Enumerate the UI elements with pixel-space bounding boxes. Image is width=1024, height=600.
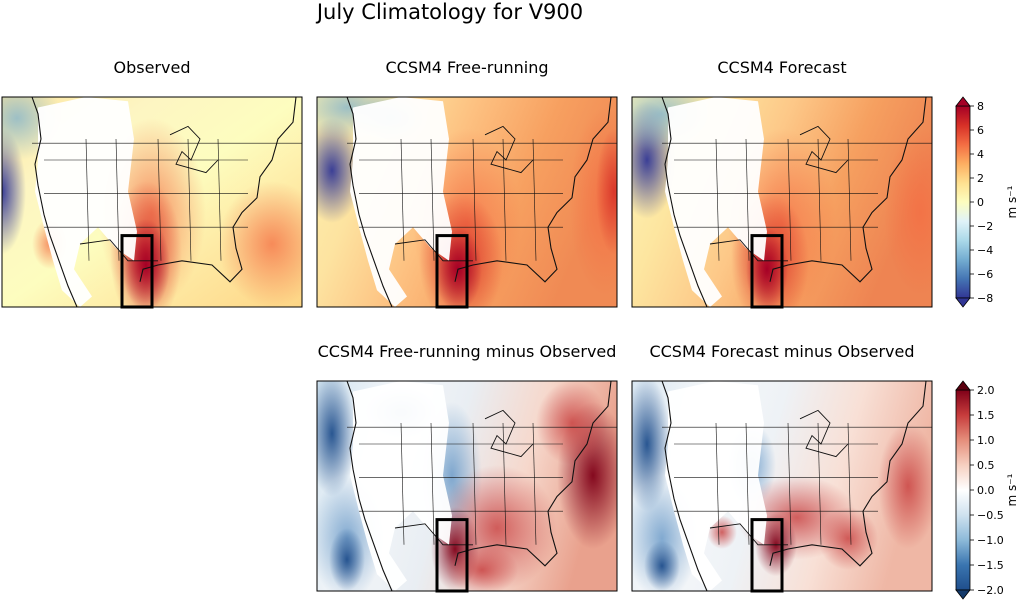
masked-terrain xyxy=(665,97,767,307)
colorbar-max-arrow xyxy=(955,96,971,107)
masked-terrain xyxy=(665,381,767,591)
map-frame xyxy=(631,380,933,592)
colorbar-tick-label: 6 xyxy=(977,124,984,137)
colorbar-tick-label: 0 xyxy=(977,196,984,209)
colorbar-tick-label: 2 xyxy=(977,172,984,185)
panel-title-forecast: CCSM4 Forecast xyxy=(717,58,847,77)
map-panel-free_diff xyxy=(316,380,618,593)
colorbar-units-label: m s⁻¹ xyxy=(1005,473,1019,506)
panel-title-observed: Observed xyxy=(113,58,191,77)
colorbar-tick-label: 0.5 xyxy=(977,459,995,472)
colorbar-diff: 2.0 1.5 1.0 0.5 0.0 −0.5 −1.0 −1.5 −2.0 m s⁻¹ xyxy=(955,380,1019,600)
map-panel-fcst xyxy=(631,96,933,309)
colorbar-scale xyxy=(955,389,971,591)
colorbar-tick-label: 8 xyxy=(977,100,984,113)
panel-title-forecast-minus-observed: CCSM4 Forecast minus Observed xyxy=(649,342,915,361)
colorbar-min-arrow xyxy=(955,297,971,308)
colorbar-tick-label: 1.5 xyxy=(977,409,995,422)
colorbar-max-arrow xyxy=(955,380,971,391)
map-frame xyxy=(316,380,618,592)
colorbar-tick-label: −8 xyxy=(977,292,993,305)
map-frame xyxy=(631,96,933,308)
colorbar-scale xyxy=(955,105,971,299)
colorbar-tick-label: 2.0 xyxy=(977,384,995,397)
colorbar-tick-label: 4 xyxy=(977,148,984,161)
colorbar-clim: 8 6 4 2 0 −2 −4 −6 −8 m s⁻¹ xyxy=(955,96,1019,308)
masked-terrain xyxy=(35,97,137,307)
panel-title-free-running: CCSM4 Free-running xyxy=(385,58,549,77)
map-frame xyxy=(1,96,303,308)
map-boundaries xyxy=(661,97,932,307)
colorbar-tick-label: −1.0 xyxy=(977,534,1004,547)
colorbar-tick-label: 0.0 xyxy=(977,484,995,497)
colorbar-tick-label: −2.0 xyxy=(977,584,1004,597)
colorbar-tick-label: −1.5 xyxy=(977,559,1004,572)
colorbar-tick-label: −6 xyxy=(977,268,993,281)
colorbar-tick-label: −0.5 xyxy=(977,509,1004,522)
map-boundaries xyxy=(31,97,302,307)
panel-title-free-minus-observed: CCSM4 Free-running minus Observed xyxy=(317,342,617,361)
map-boundaries xyxy=(346,97,617,307)
figure-title: July Climatology for V900 xyxy=(316,0,584,24)
colorbar-tick-label: 1.0 xyxy=(977,434,995,447)
map-panel-obs xyxy=(1,96,303,309)
colorbar-units-label: m s⁻¹ xyxy=(1005,185,1019,218)
colorbar-tick-label: −2 xyxy=(977,220,993,233)
map-frame xyxy=(316,96,618,308)
masked-terrain xyxy=(350,97,452,307)
colorbar-min-arrow xyxy=(955,589,971,600)
colorbar-tick-label: −4 xyxy=(977,244,993,257)
map-boundaries xyxy=(661,381,932,591)
map-panel-fcst_diff xyxy=(631,380,933,593)
map-boundaries xyxy=(346,381,617,591)
masked-terrain xyxy=(350,381,452,591)
map-panel-free xyxy=(316,96,618,309)
